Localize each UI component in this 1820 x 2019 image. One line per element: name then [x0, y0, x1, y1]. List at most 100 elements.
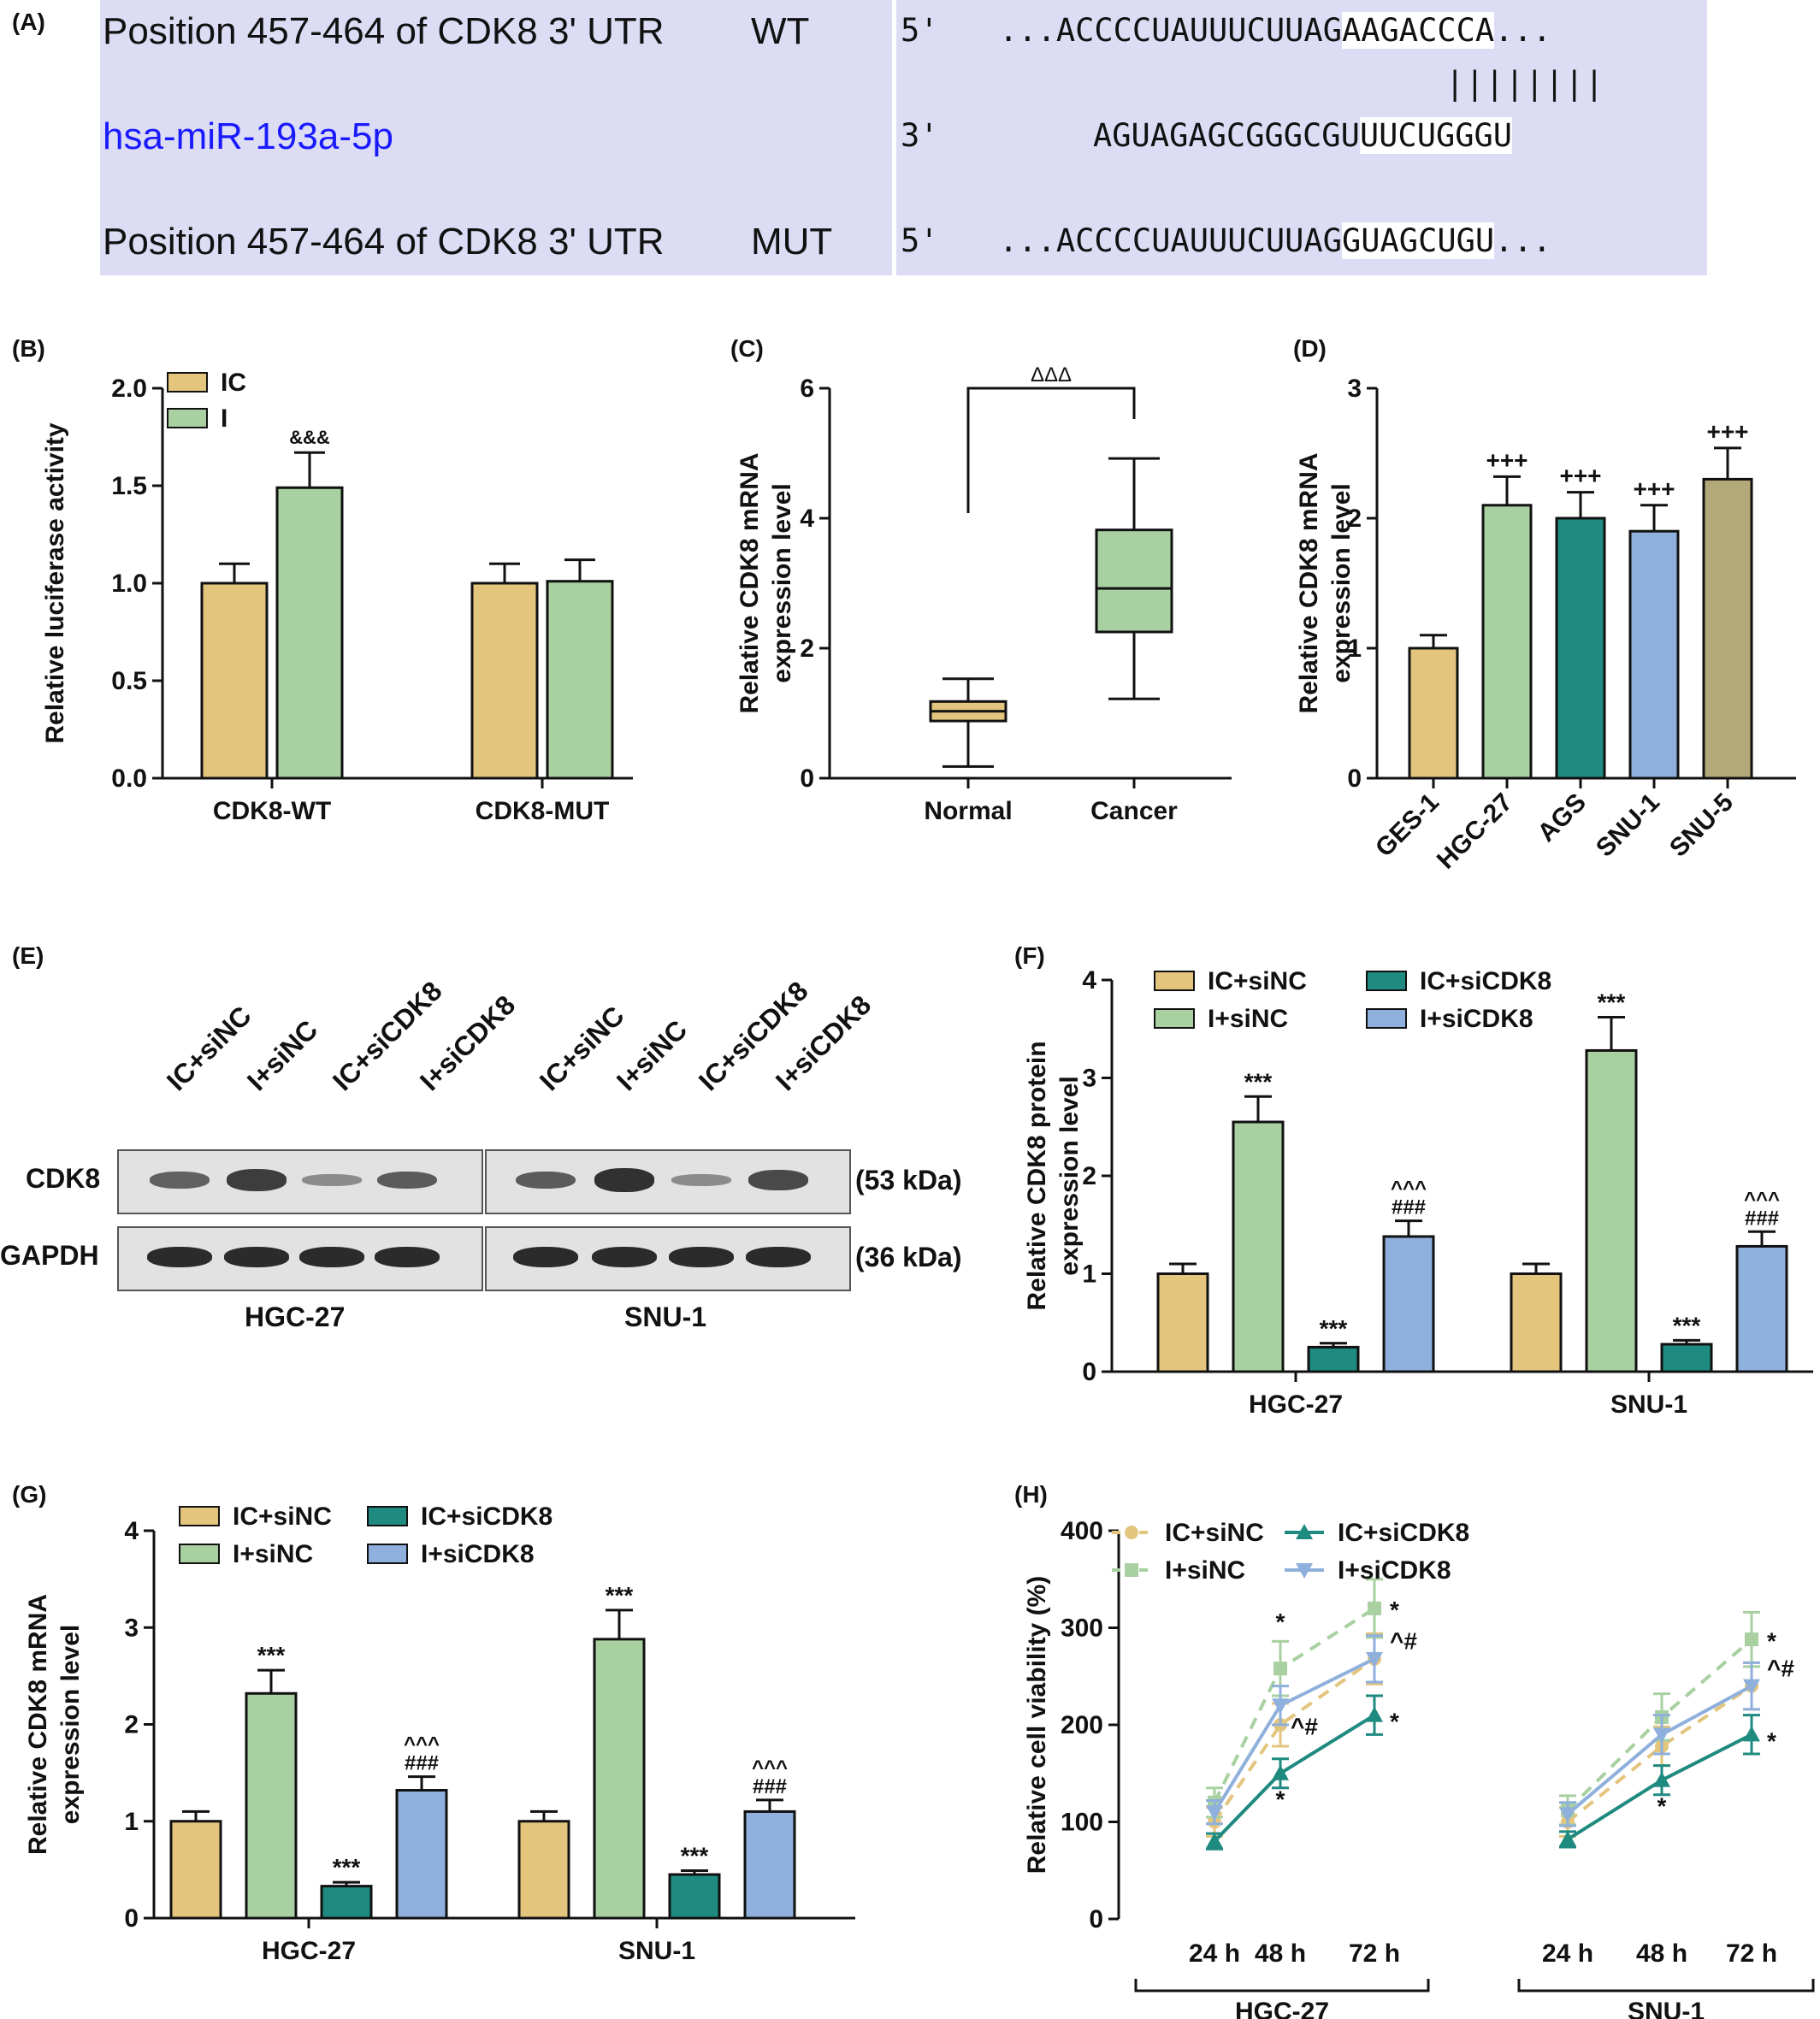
legend-label: IC+siNC: [1208, 967, 1307, 995]
bar: [200, 581, 269, 780]
x-tick-label: AGS: [1533, 788, 1592, 847]
panel-label-b: (B): [12, 335, 45, 362]
significance-label: *: [1276, 1609, 1285, 1635]
lane-label: IC+siNC: [160, 1000, 257, 1097]
group-label-hgc27: HGC-27: [245, 1302, 346, 1332]
significance-label: ^^^: [752, 1756, 788, 1780]
bar: [395, 1789, 448, 1920]
bar: [1628, 529, 1680, 780]
panel-label-g: (G): [12, 1481, 47, 1508]
bar: [275, 486, 344, 780]
x-tick-label: SNU-1: [1591, 788, 1665, 863]
panel-label-h: (H): [1014, 1481, 1048, 1508]
y-tick-label: 0: [1089, 1905, 1103, 1933]
wt-end: 5': [901, 12, 939, 49]
cdk8-band: [748, 1170, 808, 1190]
y-tick-label: 0: [800, 765, 814, 793]
x-tick-label: HGC-27: [262, 1937, 356, 1965]
y-axis-label: expression level: [1327, 483, 1356, 682]
marker-triangle-up: [1366, 1706, 1383, 1722]
bar: [1702, 477, 1753, 780]
chart-h-viability: 0 100 200 300 400 Relative cell viability (%)…: [1023, 1517, 1815, 2019]
pairing-lines: ||||||||: [1445, 65, 1605, 102]
cdk8-band: [516, 1171, 576, 1190]
marker-triangle-down: [1743, 1679, 1760, 1695]
significance-label: ***: [1673, 1312, 1701, 1338]
significance-label: *: [1390, 1709, 1399, 1735]
legend-label: I+siNC: [1208, 1005, 1288, 1033]
y-axis-label: Relative CDK8 protein: [1023, 1041, 1051, 1310]
y-axis-label: Relative CDK8 mRNA: [24, 1594, 52, 1855]
legend-label: I+siCDK8: [1420, 1005, 1533, 1033]
x-tick-label: HGC-27: [1249, 1390, 1343, 1419]
y-tick-label: 3: [1082, 1065, 1096, 1093]
group-bracket: [1517, 1979, 1815, 1992]
legend-swatch: [1154, 1008, 1195, 1029]
series-line: [1566, 1684, 1753, 1824]
mut-seq-pre: ...ACCCCUAUUUCUUAG: [999, 222, 1342, 259]
marker-circle: [1125, 1526, 1138, 1539]
y-tick-label: 2: [124, 1711, 139, 1739]
significance-label: +++: [1706, 418, 1748, 445]
marker-triangle-up: [1272, 1764, 1289, 1780]
wt-seq-pre: ...ACCCCUAUUUCUUAG: [999, 12, 1342, 49]
significance-label: ###: [405, 1752, 439, 1775]
y-axis-label: Relative luciferase activity: [41, 422, 69, 744]
y-tick-label: 4: [124, 1517, 139, 1545]
bar: [1735, 1244, 1788, 1373]
x-tick-label: SNU-5: [1664, 788, 1739, 863]
significance-label: ^^^: [1391, 1178, 1427, 1201]
chart-g-mrna: 0 1 2 3 4 Relative CDK8 mRNA expression level H…: [24, 1502, 855, 1965]
y-tick-label: 0.0: [111, 765, 147, 793]
y-tick-label: 0: [1347, 765, 1362, 793]
mirna-seq-site: UUCUGGGU: [1359, 117, 1513, 154]
mut-tag: MUT: [751, 221, 833, 263]
cdk8-band: [150, 1172, 210, 1189]
significance-label: *: [1767, 1727, 1776, 1754]
gapdh-band: [299, 1247, 364, 1267]
mut-sequence: ...ACCCCUAUUUCUUAGGUAGCUGU...: [999, 222, 1551, 259]
y-tick-label: 1: [124, 1808, 139, 1836]
legend-swatch: [179, 1506, 220, 1526]
gapdh-band: [592, 1247, 657, 1267]
bar: [320, 1885, 373, 1920]
bar: [1408, 646, 1459, 780]
panel-label-a: (A): [12, 9, 45, 35]
marker-square: [1125, 1563, 1138, 1577]
significance-label: *: [1767, 1627, 1776, 1654]
marker-triangle-up: [1559, 1830, 1576, 1846]
bar: [1555, 517, 1606, 780]
bar: [1585, 1048, 1638, 1373]
series-line: [1213, 1657, 1376, 1823]
bar: [1232, 1120, 1285, 1373]
size-label-36: (36 kDa): [855, 1242, 962, 1272]
legend-label: I: [221, 404, 228, 433]
y-tick-label: 0: [124, 1904, 139, 1933]
significance-label: ***: [1320, 1315, 1348, 1342]
y-tick-label: 2: [1082, 1162, 1096, 1190]
legend-swatch: [1366, 1008, 1407, 1029]
bar: [593, 1638, 646, 1920]
bar: [1156, 1272, 1209, 1373]
legend-label: IC+siCDK8: [1420, 967, 1551, 995]
gapdh-band: [513, 1247, 578, 1267]
significance-label: ###: [753, 1775, 787, 1798]
significance-label: *: [1658, 1792, 1667, 1819]
y-tick-label: 1: [1347, 635, 1362, 663]
lane-label: IC+siNC: [533, 1000, 630, 1097]
y-tick-label: 2.0: [111, 375, 147, 403]
bar: [245, 1691, 298, 1920]
gapdh-band: [224, 1247, 289, 1267]
marker-triangle-down: [1296, 1563, 1313, 1579]
group-bracket: [1134, 1979, 1430, 1992]
legend-label: IC+siCDK8: [1338, 1519, 1469, 1547]
marker-square: [1745, 1632, 1758, 1647]
bar: [1510, 1272, 1563, 1373]
y-tick-label: 1.5: [111, 472, 147, 500]
x-tick-label: CDK8-WT: [213, 797, 331, 825]
panel-label-f: (F): [1014, 942, 1045, 969]
group-label: HGC-27: [1235, 1998, 1329, 2019]
significance-label: ^^^: [1744, 1188, 1780, 1211]
x-tick-label: 72 h: [1349, 1939, 1400, 1968]
x-tick-label: Normal: [924, 797, 1012, 825]
